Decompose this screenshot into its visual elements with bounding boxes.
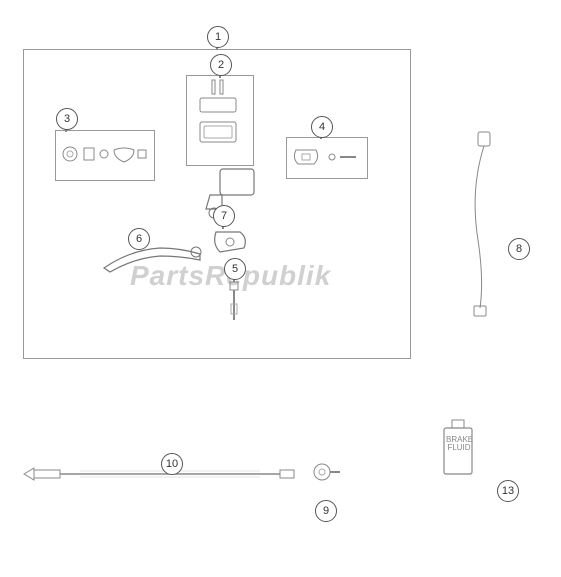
callout-4[interactable]: 4 xyxy=(311,116,333,138)
callout-5[interactable]: 5 xyxy=(224,258,246,280)
callout-3[interactable]: 3 xyxy=(56,108,78,130)
callout-13[interactable]: 13 xyxy=(497,480,519,502)
callout-3-num: 3 xyxy=(64,113,70,125)
part-lever-clamp xyxy=(210,226,254,260)
part-bolt xyxy=(222,280,246,330)
callout-7-num: 7 xyxy=(221,210,227,222)
part-cap-assembly xyxy=(190,78,248,160)
callout-6[interactable]: 6 xyxy=(128,228,150,250)
part-master-cylinder xyxy=(200,165,270,225)
part-banjo-fitting xyxy=(308,458,342,488)
callout-2[interactable]: 2 xyxy=(210,54,232,76)
callout-8-num: 8 xyxy=(516,243,522,255)
callout-1-num: 1 xyxy=(215,31,221,43)
callout-10[interactable]: 10 xyxy=(161,453,183,475)
callout-1[interactable]: 1 xyxy=(207,26,229,48)
callout-9-num: 9 xyxy=(323,505,329,517)
callout-4-num: 4 xyxy=(319,121,325,133)
part-piston-kit xyxy=(58,134,150,174)
callout-9[interactable]: 9 xyxy=(315,500,337,522)
part-clamp-kit xyxy=(290,140,362,174)
part-switch-cable xyxy=(450,130,510,320)
part-brake-lever xyxy=(100,240,210,280)
callout-8[interactable]: 8 xyxy=(508,238,530,260)
callout-10-num: 10 xyxy=(166,458,178,470)
callout-5-num: 5 xyxy=(232,263,238,275)
callout-7[interactable]: 7 xyxy=(213,205,235,227)
callout-2-num: 2 xyxy=(218,59,224,71)
parts-diagram: PartsRepublik xyxy=(0,0,561,577)
part-brake-fluid-bottle xyxy=(440,418,480,478)
callout-13-num: 13 xyxy=(502,485,514,497)
callout-6-num: 6 xyxy=(136,233,142,245)
part-brake-hose xyxy=(20,460,300,490)
